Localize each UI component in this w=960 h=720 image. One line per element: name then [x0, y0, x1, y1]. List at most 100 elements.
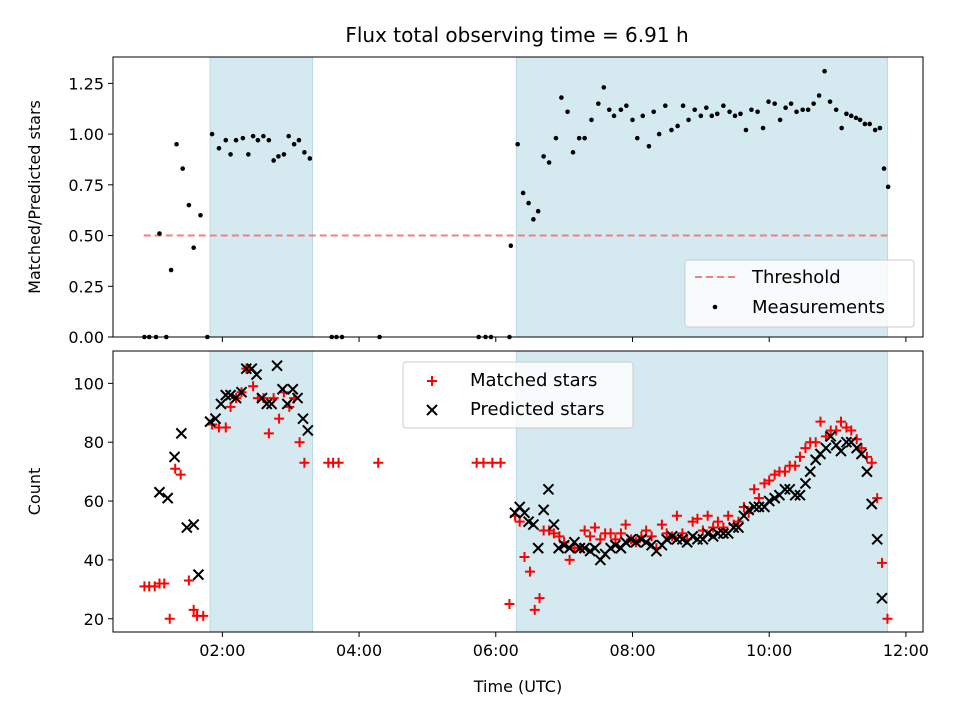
measurement-point-39	[508, 243, 514, 248]
predicted-point-97	[866, 498, 878, 510]
measurement-point-25	[281, 152, 287, 157]
predicted-point-4	[181, 521, 193, 534]
matched-point-87	[753, 493, 764, 504]
measurement-point-22	[266, 137, 272, 143]
measurement-point-96	[833, 107, 839, 113]
predicted-point-24	[291, 392, 304, 404]
predicted-point-71	[732, 521, 745, 534]
matched-point-6	[170, 463, 181, 474]
matched-point-48	[554, 531, 565, 542]
measurement-point-20	[255, 137, 261, 143]
x-tick-label: 02:00	[199, 641, 245, 660]
predicted-point-5	[187, 518, 200, 531]
measurement-point-79	[738, 111, 743, 117]
legend: Matched stars Predicted stars	[402, 361, 634, 429]
matched-point-96	[800, 443, 811, 454]
measurement-point-65	[656, 131, 662, 137]
y-tick-label: 0.75	[68, 176, 104, 195]
predicted-point-57	[660, 533, 673, 546]
measurement-point-68	[675, 123, 680, 129]
legend-predicted-swatch	[426, 404, 438, 416]
y-axis-label: Count	[25, 468, 44, 516]
predicted-point-0	[153, 486, 166, 498]
measurement-point-90	[800, 107, 805, 113]
predicted-point-34	[542, 483, 555, 496]
measurement-point-62	[640, 113, 646, 119]
predicted-point-82	[789, 489, 801, 501]
measurement-point-102	[862, 121, 868, 127]
predicted-point-98	[871, 533, 883, 546]
matched-point-11	[198, 610, 209, 621]
predicted-point-33	[537, 504, 550, 516]
predicted-point-7	[204, 415, 216, 428]
matched-point-95	[794, 451, 805, 462]
matched-point-28	[294, 437, 305, 448]
top-panel: 0.00 0.25 0.50 0.75 1.00 1.25 Matched/Predicte…	[25, 56, 924, 347]
measurement-point-81	[749, 107, 754, 113]
matched-point-66	[646, 531, 657, 542]
predicted-point-13	[235, 386, 248, 398]
y-axis-label: Matched/Predicted stars	[25, 100, 44, 294]
matched-point-110	[872, 493, 883, 504]
matched-point-55	[589, 522, 600, 533]
measurement-point-74	[709, 113, 715, 119]
predicted-point-10	[220, 389, 232, 401]
matched-point-100	[820, 431, 831, 442]
measurement-point-41	[520, 190, 526, 196]
matched-point-44	[534, 593, 545, 604]
measurement-point-56	[606, 107, 612, 113]
predicted-point-88	[820, 442, 832, 454]
measurement-point-60	[630, 117, 635, 123]
measurement-point-13	[216, 146, 222, 151]
measurement-point-57	[611, 113, 617, 119]
measurement-point-45	[541, 154, 546, 159]
matched-point-37	[495, 457, 506, 468]
predicted-point-49	[619, 536, 632, 548]
y-tick-label: 80	[84, 433, 104, 452]
matched-point-99	[815, 416, 826, 427]
measurement-point-95	[827, 99, 833, 104]
measurement-point-14	[223, 137, 229, 143]
measurement-point-87	[783, 105, 788, 111]
measurement-point-78	[732, 113, 738, 119]
measurement-point-15	[228, 152, 233, 157]
predicted-point-89	[825, 430, 837, 443]
measurement-point-43	[531, 217, 536, 222]
matched-point-8	[183, 575, 194, 586]
predicted-point-80	[779, 483, 791, 496]
measurement-point-18	[246, 152, 251, 157]
legend-label: Predicted stars	[470, 399, 604, 420]
y-tick-label: 60	[84, 492, 104, 511]
predicted-point-23	[287, 383, 299, 395]
measurement-point-86	[777, 117, 783, 123]
matched-point-65	[641, 525, 652, 536]
predicted-point-83	[794, 489, 806, 501]
measurement-point-5	[168, 267, 174, 273]
measurement-point-26	[286, 133, 291, 139]
y-tick-label: 0.25	[68, 277, 104, 296]
matched-point-22	[263, 428, 274, 439]
matched-point-59	[610, 534, 621, 545]
matched-point-43	[529, 604, 540, 615]
matched-point-109	[866, 457, 877, 468]
predicted-point-9	[215, 398, 227, 410]
matched-point-79	[712, 516, 723, 527]
x-tick-label: 04:00	[336, 641, 382, 660]
measurement-point-27	[291, 141, 297, 147]
axes-frame	[112, 350, 924, 633]
measurement-point-63	[646, 143, 652, 149]
predicted-point-11	[224, 389, 237, 401]
matched-point-40	[514, 516, 525, 527]
measurement-point-105	[877, 125, 883, 131]
measurement-point-72	[698, 113, 704, 119]
matched-point-81	[723, 510, 734, 521]
measurement-point-23	[271, 158, 276, 163]
matched-point-50	[564, 554, 575, 565]
matched-point-29	[299, 457, 310, 468]
predicted-point-18	[261, 398, 273, 410]
measurement-point-85	[772, 101, 777, 106]
measurement-point-73	[704, 105, 709, 111]
measurement-point-106	[881, 166, 887, 171]
matched-point-78	[708, 522, 719, 533]
measurement-point-30	[307, 156, 313, 161]
